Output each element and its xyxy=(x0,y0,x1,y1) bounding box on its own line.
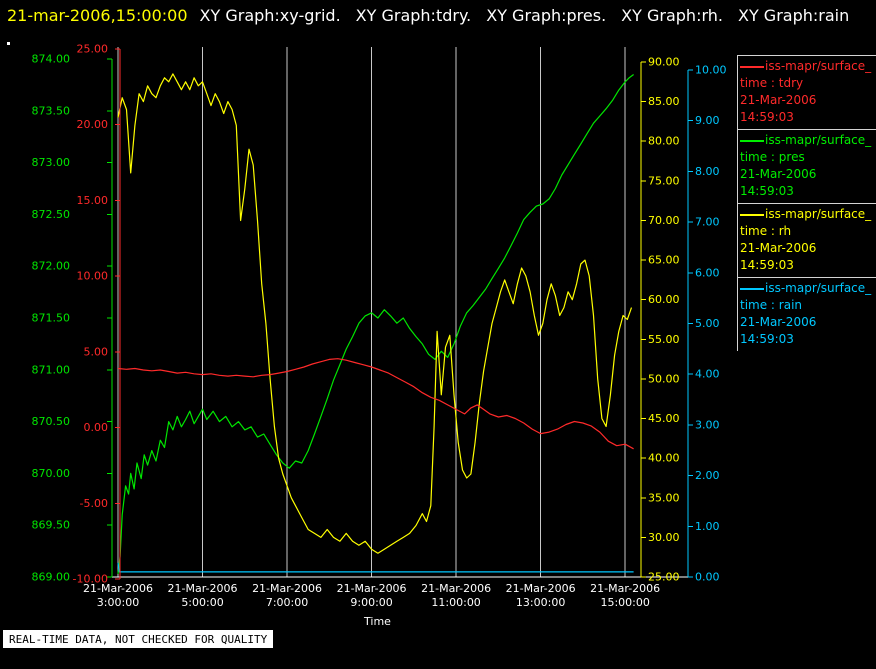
svg-text:75.00: 75.00 xyxy=(648,174,680,187)
svg-text:15.00: 15.00 xyxy=(77,194,109,207)
quality-notice: REAL-TIME DATA, NOT CHECKED FOR QUALITY xyxy=(3,630,274,648)
svg-text:50.00: 50.00 xyxy=(648,372,680,385)
svg-text:7.00: 7.00 xyxy=(695,216,720,229)
legend-time: 14:59:03 xyxy=(740,110,794,124)
svg-text:872.50: 872.50 xyxy=(32,208,71,221)
svg-text:21-Mar-2006: 21-Mar-2006 xyxy=(337,582,407,595)
svg-text:873.00: 873.00 xyxy=(32,156,71,169)
legend-field: time : pres xyxy=(740,150,805,164)
svg-text:3:00:00: 3:00:00 xyxy=(97,596,139,609)
svg-text:13:00:00: 13:00:00 xyxy=(516,596,565,609)
svg-text:872.00: 872.00 xyxy=(32,260,71,273)
series-line-sample xyxy=(740,139,764,142)
svg-text:-10.00: -10.00 xyxy=(73,573,108,586)
svg-text:870.50: 870.50 xyxy=(32,415,71,428)
svg-text:20.00: 20.00 xyxy=(77,118,109,131)
svg-text:21-Mar-2006: 21-Mar-2006 xyxy=(252,582,322,595)
svg-text:21-Mar-2006: 21-Mar-2006 xyxy=(168,582,238,595)
legend-field: time : rain xyxy=(740,298,803,312)
svg-text:10.00: 10.00 xyxy=(695,64,727,77)
legend-panel: iss-mapr/surface_ time : tdry 21-Mar-200… xyxy=(737,55,876,351)
legend-time: 14:59:03 xyxy=(740,184,794,198)
title-menu-bar: 21-mar-2006,15:00:00 XY Graph:xy-grid. XY … xyxy=(7,6,864,25)
svg-text:4.00: 4.00 xyxy=(695,368,720,381)
legend-series-name: iss-mapr/surface_ xyxy=(765,207,872,221)
menu-item-tdry[interactable]: XY Graph:tdry. xyxy=(355,6,472,25)
legend-entry: iss-mapr/surface_ time : rain 21-Mar-200… xyxy=(738,277,876,351)
legend-date: 21-Mar-2006 xyxy=(740,167,817,181)
svg-text:9:00:00: 9:00:00 xyxy=(350,596,392,609)
svg-text:5.00: 5.00 xyxy=(84,345,109,358)
svg-text:55.00: 55.00 xyxy=(648,333,680,346)
legend-field: time : rh xyxy=(740,224,792,238)
legend-date: 21-Mar-2006 xyxy=(740,241,817,255)
svg-text:869.50: 869.50 xyxy=(32,519,71,532)
legend-time: 14:59:03 xyxy=(740,258,794,272)
svg-text:874.00: 874.00 xyxy=(32,53,71,66)
svg-text:21-Mar-2006: 21-Mar-2006 xyxy=(506,582,576,595)
svg-text:80.00: 80.00 xyxy=(648,135,680,148)
cursor-dot xyxy=(7,42,10,45)
legend-entry: iss-mapr/surface_ time : pres 21-Mar-200… xyxy=(738,129,876,203)
svg-text:90.00: 90.00 xyxy=(648,56,680,69)
svg-text:3.00: 3.00 xyxy=(695,418,720,431)
svg-text:0.00: 0.00 xyxy=(84,421,109,434)
legend-series-name: iss-mapr/surface_ xyxy=(765,59,872,73)
svg-text:870.00: 870.00 xyxy=(32,467,71,480)
series-line-sample xyxy=(740,213,764,216)
svg-text:5.00: 5.00 xyxy=(695,317,720,330)
menu-item-xy-grid[interactable]: XY Graph:xy-grid. xyxy=(199,6,341,25)
svg-text:869.00: 869.00 xyxy=(32,571,71,584)
clock-timestamp: 21-mar-2006,15:00:00 xyxy=(7,6,188,25)
svg-text:6.00: 6.00 xyxy=(695,266,720,279)
svg-text:30.00: 30.00 xyxy=(648,531,680,544)
svg-text:25.00: 25.00 xyxy=(77,43,109,56)
svg-text:2.00: 2.00 xyxy=(695,469,720,482)
svg-text:10.00: 10.00 xyxy=(77,270,109,283)
svg-text:871.00: 871.00 xyxy=(32,363,71,376)
legend-entry: iss-mapr/surface_ time : rh 21-Mar-2006 … xyxy=(738,203,876,277)
svg-text:21-Mar-2006: 21-Mar-2006 xyxy=(421,582,491,595)
svg-text:70.00: 70.00 xyxy=(648,214,680,227)
svg-text:21-Mar-2006: 21-Mar-2006 xyxy=(590,582,660,595)
svg-text:Time: Time xyxy=(363,615,391,628)
svg-text:21-Mar-2006: 21-Mar-2006 xyxy=(83,582,153,595)
svg-text:11:00:00: 11:00:00 xyxy=(431,596,480,609)
legend-date: 21-Mar-2006 xyxy=(740,315,817,329)
svg-text:45.00: 45.00 xyxy=(648,412,680,425)
svg-text:873.50: 873.50 xyxy=(32,104,71,117)
menu-item-rain[interactable]: XY Graph:rain xyxy=(737,6,850,25)
svg-text:8.00: 8.00 xyxy=(695,165,720,178)
legend-time: 14:59:03 xyxy=(740,332,794,346)
legend-field: time : tdry xyxy=(740,76,804,90)
svg-text:15:00:00: 15:00:00 xyxy=(600,596,649,609)
svg-text:7:00:00: 7:00:00 xyxy=(266,596,308,609)
svg-text:9.00: 9.00 xyxy=(695,114,720,127)
svg-text:-5.00: -5.00 xyxy=(80,497,108,510)
menu-item-rh[interactable]: XY Graph:rh. xyxy=(621,6,723,25)
legend-date: 21-Mar-2006 xyxy=(740,93,817,107)
svg-text:5:00:00: 5:00:00 xyxy=(181,596,223,609)
svg-text:35.00: 35.00 xyxy=(648,491,680,504)
svg-text:40.00: 40.00 xyxy=(648,452,680,465)
menu-item-pres[interactable]: XY Graph:pres. xyxy=(486,6,607,25)
svg-text:1.00: 1.00 xyxy=(695,520,720,533)
svg-text:65.00: 65.00 xyxy=(648,254,680,267)
svg-text:85.00: 85.00 xyxy=(648,95,680,108)
svg-text:871.50: 871.50 xyxy=(32,312,71,325)
svg-text:60.00: 60.00 xyxy=(648,293,680,306)
svg-text:25.00: 25.00 xyxy=(648,571,680,584)
legend-series-name: iss-mapr/surface_ xyxy=(765,133,872,147)
legend-series-name: iss-mapr/surface_ xyxy=(765,281,872,295)
svg-text:0.00: 0.00 xyxy=(695,571,720,584)
series-line-sample xyxy=(740,65,764,68)
legend-entry: iss-mapr/surface_ time : tdry 21-Mar-200… xyxy=(738,55,876,129)
series-line-sample xyxy=(740,287,764,290)
